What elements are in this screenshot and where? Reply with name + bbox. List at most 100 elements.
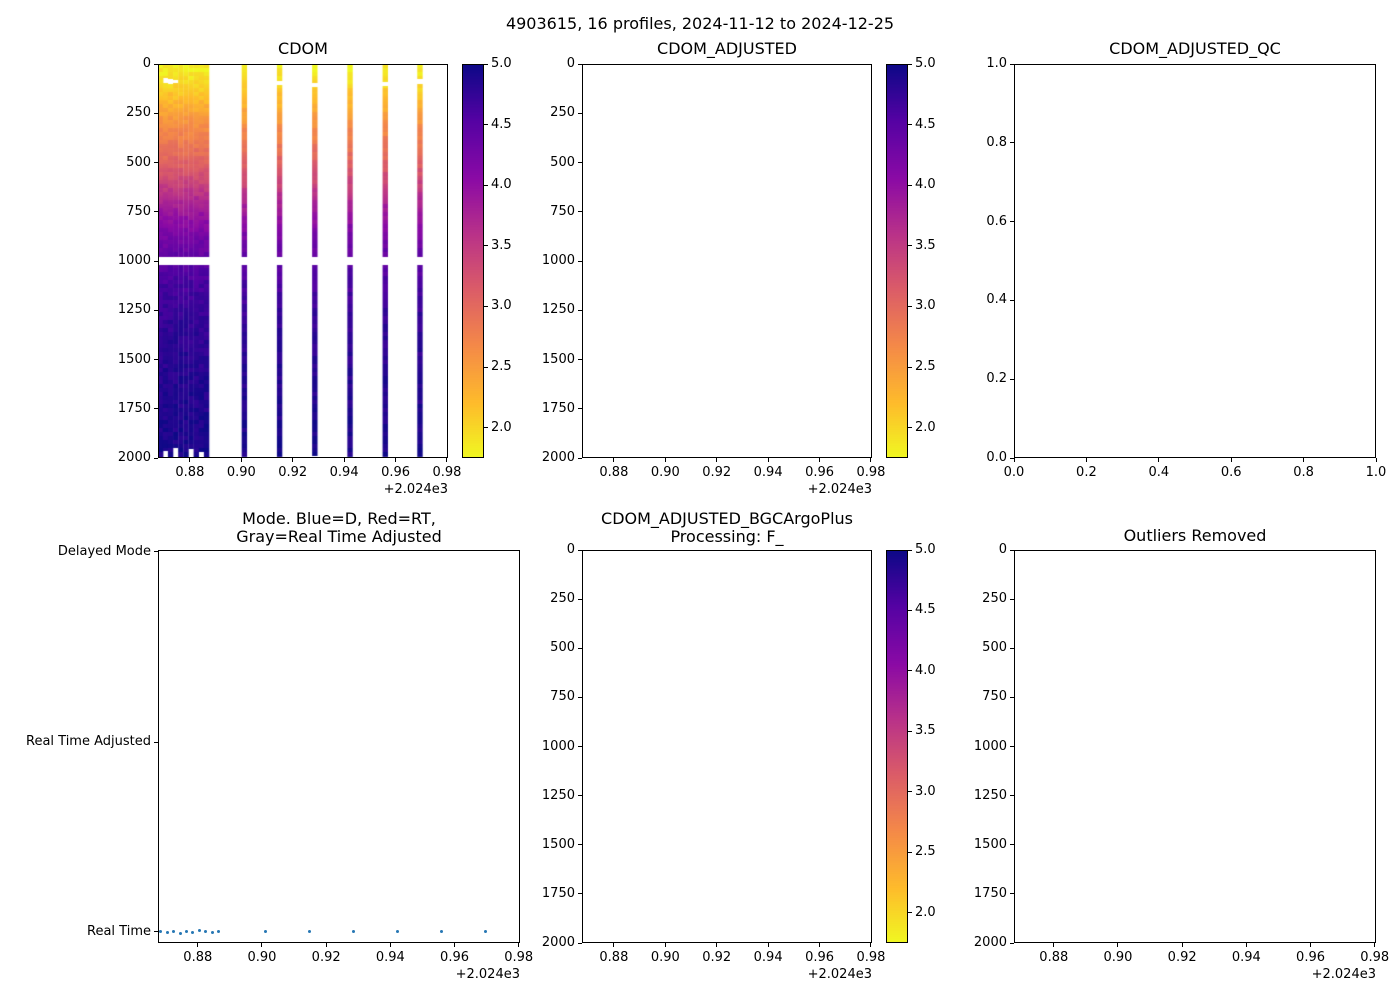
- colorbar-tick-mark: [908, 366, 912, 368]
- x-tick-label: 0.92: [702, 950, 732, 965]
- colorbar-tick-label: 2.0: [491, 419, 512, 435]
- heatmap-canvas: [158, 64, 448, 458]
- x-tick-mark: [189, 458, 191, 462]
- x-tick-mark: [1158, 458, 1160, 462]
- x-axis-offset-label: +2.024e3: [1311, 967, 1376, 982]
- x-tick-mark: [389, 943, 391, 947]
- data-point: [352, 930, 356, 934]
- y-tick-mark: [154, 309, 158, 311]
- data-point: [178, 932, 182, 936]
- x-tick-mark: [1230, 458, 1232, 462]
- y-tick-label: 1.0: [986, 56, 1007, 71]
- x-tick-label: 0.94: [753, 950, 783, 965]
- axes-frame: [582, 550, 872, 943]
- colorbar-tick-mark: [908, 549, 912, 551]
- colorbar-tick-mark: [484, 366, 488, 368]
- y-tick-label: 750: [550, 203, 575, 219]
- y-tick-mark: [578, 844, 582, 846]
- colorbar-tick-mark: [484, 63, 488, 65]
- x-tick-label: 0.90: [226, 465, 256, 480]
- x-tick-mark: [1013, 458, 1015, 462]
- y-tick-mark: [1010, 378, 1014, 380]
- y-tick-mark: [1010, 457, 1014, 459]
- axes-frame: [1014, 550, 1376, 943]
- colorbar-tick-label: 4.0: [915, 177, 936, 193]
- y-tick-label: 2000: [117, 450, 151, 465]
- y-tick-mark: [1010, 299, 1014, 301]
- y-tick-label: 500: [550, 640, 575, 656]
- y-tick-label: 500: [550, 154, 575, 170]
- y-tick-mark: [1010, 142, 1014, 144]
- x-tick-mark: [1117, 943, 1119, 947]
- data-point: [204, 930, 208, 934]
- y-tick-mark: [578, 63, 582, 65]
- y-tick-label: 2000: [541, 450, 575, 465]
- y-tick-mark: [154, 741, 158, 743]
- colorbar-tick-label: 3.0: [491, 298, 512, 314]
- colorbar-tick-mark: [908, 851, 912, 853]
- data-point: [197, 929, 201, 933]
- x-tick-label: 0.2: [1076, 465, 1097, 480]
- y-tick-label: 1250: [973, 787, 1007, 803]
- x-tick-mark: [664, 458, 666, 462]
- x-tick-label: 0.94: [375, 950, 405, 965]
- x-tick-mark: [1053, 943, 1055, 947]
- x-tick-mark: [395, 458, 397, 462]
- colorbar-tick-label: 2.0: [915, 904, 936, 920]
- colorbar-tick-label: 2.5: [915, 844, 936, 860]
- y-tick-mark: [578, 696, 582, 698]
- axes-frame: [158, 550, 520, 943]
- x-tick-label: 0.88: [599, 950, 629, 965]
- colorbar-tick-mark: [908, 305, 912, 307]
- x-tick-label: 0.94: [1231, 950, 1261, 965]
- colorbar-gradient: [886, 64, 908, 458]
- colorbar-tick-mark: [908, 184, 912, 186]
- y-tick-mark: [1010, 795, 1014, 797]
- x-tick-mark: [1181, 943, 1183, 947]
- data-point: [159, 930, 163, 934]
- x-tick-label: 0.96: [805, 950, 835, 965]
- colorbar-frame: [886, 550, 908, 943]
- colorbar-tick-label: 3.5: [915, 723, 936, 739]
- y-tick-mark: [578, 647, 582, 649]
- y-tick-mark: [578, 260, 582, 262]
- x-tick-label: 0.8: [1293, 465, 1314, 480]
- data-point: [217, 930, 221, 934]
- y-tick-mark: [578, 162, 582, 163]
- colorbar-tick-label: 4.0: [915, 662, 936, 678]
- x-tick-label: 0.6: [1220, 465, 1242, 480]
- y-tick-label: 1000: [541, 738, 575, 754]
- colorbar-tick-label: 2.5: [491, 359, 512, 375]
- colorbar-tick-mark: [908, 791, 912, 793]
- colorbar-tick-mark: [484, 427, 488, 429]
- axes-frame: [1014, 64, 1376, 458]
- y-tick-label: 2000: [541, 935, 575, 950]
- x-tick-label: 0.90: [1103, 950, 1133, 965]
- y-tick-mark: [1010, 549, 1014, 551]
- x-tick-mark: [1375, 458, 1377, 462]
- x-tick-mark: [664, 943, 666, 947]
- colorbar-gradient: [886, 550, 908, 943]
- x-tick-label: 0.98: [1360, 950, 1390, 965]
- x-tick-mark: [819, 458, 821, 462]
- y-tick-label: 1500: [117, 351, 151, 367]
- y-tick-label: 1250: [117, 302, 151, 318]
- x-axis-offset-label: +2.024e3: [455, 967, 520, 982]
- y-tick-label: 750: [982, 689, 1007, 705]
- x-tick-label: 0.92: [702, 465, 732, 480]
- y-tick-mark: [578, 942, 582, 944]
- data-point: [483, 930, 487, 934]
- x-tick-label: 0.96: [1296, 950, 1325, 965]
- data-point: [396, 930, 400, 934]
- y-tick-label: 0: [566, 56, 575, 71]
- colorbar-tick-label: 3.0: [915, 783, 936, 799]
- colorbar-gradient: [462, 64, 484, 458]
- x-tick-label: 0.98: [856, 465, 886, 480]
- colorbar-tick-mark: [908, 730, 912, 732]
- x-tick-label: 0.88: [599, 465, 629, 480]
